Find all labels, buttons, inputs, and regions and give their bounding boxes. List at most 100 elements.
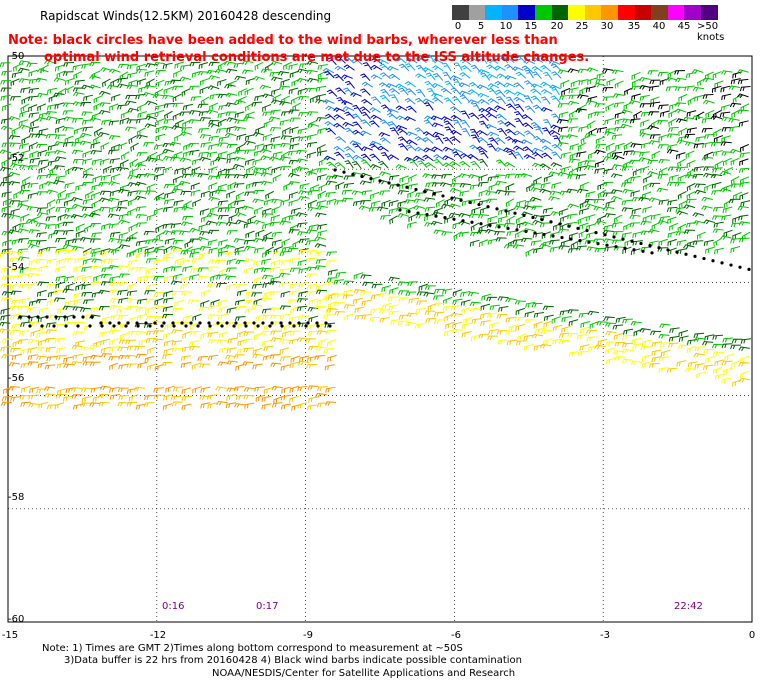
- wind-barb: [602, 181, 614, 187]
- contamination-circle: [144, 321, 148, 325]
- wind-barb: [333, 114, 345, 121]
- wind-barb: [379, 137, 391, 144]
- wind-barb: [351, 58, 363, 66]
- wind-barb: [46, 189, 58, 195]
- wind-barb: [405, 291, 417, 297]
- wind-barb: [48, 94, 58, 103]
- wind-barb: [468, 174, 480, 179]
- contamination-circle: [495, 207, 499, 211]
- wind-barb: [73, 265, 84, 272]
- wind-barb: [80, 102, 92, 107]
- wind-barb: [37, 315, 48, 323]
- wind-barb: [0, 346, 11, 352]
- wind-barb: [45, 115, 58, 121]
- wind-barb: [567, 309, 579, 314]
- wind-barb: [206, 151, 218, 158]
- wind-barb: [117, 63, 129, 69]
- wind-barb: [343, 87, 354, 96]
- wind-barb: [341, 197, 353, 203]
- wind-barb: [404, 97, 416, 105]
- wind-barb: [85, 190, 94, 200]
- wind-barb: [370, 114, 382, 121]
- wind-barb: [479, 312, 491, 319]
- wind-barb: [91, 183, 102, 191]
- wind-barb: [279, 156, 291, 161]
- contamination-circle: [54, 315, 58, 319]
- wind-barb: [469, 301, 481, 307]
- wind-barb: [701, 156, 714, 161]
- wind-barb: [543, 174, 554, 183]
- wind-barb: [514, 230, 524, 239]
- contamination-circle: [407, 209, 411, 214]
- wind-barb: [721, 151, 733, 156]
- wind-barb: [686, 191, 696, 200]
- wind-barb: [674, 108, 687, 114]
- contamination-circle: [396, 183, 400, 187]
- wind-barb: [227, 80, 238, 88]
- wind-barb: [306, 249, 318, 256]
- wind-barb: [1, 70, 12, 76]
- wind-barb: [740, 144, 750, 152]
- wind-barb: [179, 259, 191, 266]
- contamination-circle: [603, 233, 607, 237]
- wind-barb: [218, 104, 229, 111]
- wind-barb: [559, 208, 569, 216]
- wind-barb: [335, 271, 347, 278]
- wind-barb: [624, 87, 634, 96]
- wind-barb: [445, 321, 455, 330]
- wind-barb: [64, 85, 74, 95]
- contamination-circle: [279, 321, 283, 325]
- wind-barb: [387, 65, 399, 71]
- wind-barb: [81, 63, 92, 69]
- wind-barb: [359, 180, 372, 186]
- wind-barb: [678, 335, 689, 342]
- wind-barb: [567, 100, 580, 106]
- wind-barb: [577, 159, 588, 168]
- wind-barb: [593, 198, 605, 204]
- wind-barb: [145, 298, 157, 304]
- wind-barb: [170, 266, 182, 272]
- contamination-circle: [316, 324, 320, 328]
- wind-barb: [57, 189, 67, 199]
- wind-barb: [18, 60, 31, 65]
- wind-barb: [444, 80, 455, 89]
- wind-barb: [233, 354, 245, 359]
- legend-swatch-11: [634, 5, 652, 20]
- wind-barb: [614, 111, 625, 119]
- wind-barb: [57, 388, 67, 396]
- wind-barb: [12, 339, 23, 348]
- wind-barb: [262, 103, 272, 112]
- wind-barb: [686, 159, 696, 169]
- wind-barb: [118, 213, 129, 220]
- wind-barb: [478, 189, 489, 197]
- wind-barb: [201, 289, 211, 297]
- wind-barb: [361, 81, 374, 88]
- wind-barb: [693, 332, 705, 338]
- wind-barb: [344, 146, 356, 153]
- wind-barb: [218, 239, 228, 247]
- wind-barb: [128, 223, 138, 232]
- wind-barb: [241, 205, 254, 211]
- wind-barb: [62, 243, 75, 249]
- wind-barb: [48, 232, 59, 239]
- wind-barb: [441, 174, 452, 179]
- contamination-circle: [171, 321, 175, 325]
- wind-barb: [470, 160, 481, 169]
- wind-barb: [416, 291, 428, 296]
- legend-swatch-0: [452, 5, 469, 20]
- wind-barb: [665, 76, 678, 82]
- wind-barb: [550, 86, 560, 96]
- wind-barb: [594, 220, 607, 225]
- wind-barb: [0, 251, 11, 258]
- wind-barb: [245, 182, 256, 190]
- wind-barb: [342, 294, 354, 299]
- wind-barb: [145, 267, 155, 275]
- wind-barb: [568, 87, 579, 94]
- note-line-1: Note: black circles have been added to t…: [8, 33, 558, 48]
- wind-barb: [557, 103, 569, 108]
- wind-barb: [163, 297, 174, 304]
- wind-barb: [640, 142, 651, 149]
- wind-barb: [101, 78, 111, 88]
- wind-barb: [737, 109, 749, 115]
- wind-barb: [306, 69, 318, 75]
